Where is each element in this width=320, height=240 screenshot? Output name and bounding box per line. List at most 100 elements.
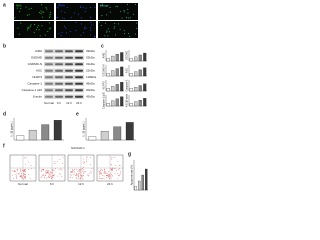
event <box>24 173 26 175</box>
event <box>88 175 90 177</box>
cell <box>27 14 29 16</box>
protein-name: NLRP3 <box>32 75 42 79</box>
cell <box>73 12 75 14</box>
cell <box>107 35 109 37</box>
event <box>100 173 102 175</box>
event <box>82 178 83 179</box>
event <box>52 173 53 175</box>
event <box>47 171 48 173</box>
event <box>55 168 56 170</box>
event <box>47 172 49 174</box>
event <box>23 174 25 175</box>
micrograph <box>98 21 138 38</box>
event <box>89 157 91 158</box>
panel-label: e <box>76 111 79 117</box>
event <box>25 178 26 180</box>
event <box>24 175 26 177</box>
event <box>108 171 110 173</box>
cell <box>127 3 129 5</box>
event <box>61 169 63 171</box>
event <box>50 176 52 178</box>
band <box>45 76 53 79</box>
cell <box>27 29 29 31</box>
cell <box>84 27 86 29</box>
cell <box>106 31 108 33</box>
kda: 20kDa <box>86 88 95 92</box>
event <box>16 177 18 179</box>
bar <box>120 52 124 62</box>
band <box>65 63 73 66</box>
micrograph <box>98 3 138 20</box>
cell <box>41 4 43 6</box>
event <box>21 172 23 174</box>
y-axis-label: GSDMD <box>126 51 129 61</box>
event <box>40 177 42 178</box>
event <box>49 174 50 175</box>
event <box>104 171 106 173</box>
kda: 45kDa <box>86 81 95 85</box>
event <box>80 169 81 171</box>
event <box>110 167 112 169</box>
event <box>28 174 30 176</box>
blot-strip <box>44 81 84 86</box>
event <box>52 171 53 173</box>
band <box>75 69 83 72</box>
cell <box>49 13 51 15</box>
event <box>23 171 25 173</box>
event <box>83 162 85 164</box>
cell <box>109 11 111 13</box>
event <box>30 165 32 166</box>
event <box>118 174 119 176</box>
cell <box>43 11 45 13</box>
event <box>71 172 73 173</box>
kda: 31kDa <box>86 62 95 66</box>
event <box>43 174 45 175</box>
event <box>51 170 53 172</box>
panel-label: a <box>3 2 6 8</box>
event <box>100 169 102 171</box>
bar <box>115 98 119 107</box>
cell <box>127 17 129 19</box>
event <box>74 171 75 173</box>
event <box>20 175 22 177</box>
event <box>75 168 77 170</box>
event <box>62 163 64 164</box>
event <box>50 171 52 173</box>
cell <box>105 5 107 7</box>
event <box>111 164 113 166</box>
event <box>110 172 112 174</box>
event <box>48 176 49 177</box>
cell <box>49 17 51 19</box>
event <box>77 170 79 172</box>
kda: 39kDa <box>86 49 95 53</box>
micrograph <box>56 21 96 38</box>
cell <box>69 30 71 32</box>
bar <box>125 122 134 141</box>
event <box>117 161 119 162</box>
cell <box>123 11 125 13</box>
cell <box>104 35 106 37</box>
event <box>82 158 84 160</box>
cell <box>90 29 92 31</box>
cell <box>38 29 40 31</box>
band <box>65 89 73 92</box>
cell <box>90 34 92 36</box>
y-axis-label: Apoptosis rate (%) <box>131 165 134 186</box>
bar <box>115 84 119 92</box>
event <box>79 173 81 175</box>
cell <box>119 11 121 13</box>
bar <box>120 96 124 107</box>
event <box>22 175 24 176</box>
event <box>52 175 54 176</box>
event <box>70 171 72 173</box>
event <box>25 169 26 170</box>
cell <box>82 7 84 9</box>
event <box>20 174 22 176</box>
event <box>73 173 75 175</box>
cell <box>60 35 62 37</box>
event <box>109 176 111 178</box>
bar <box>115 68 119 77</box>
cell <box>59 3 61 5</box>
cell <box>66 6 68 8</box>
bar <box>143 67 147 77</box>
